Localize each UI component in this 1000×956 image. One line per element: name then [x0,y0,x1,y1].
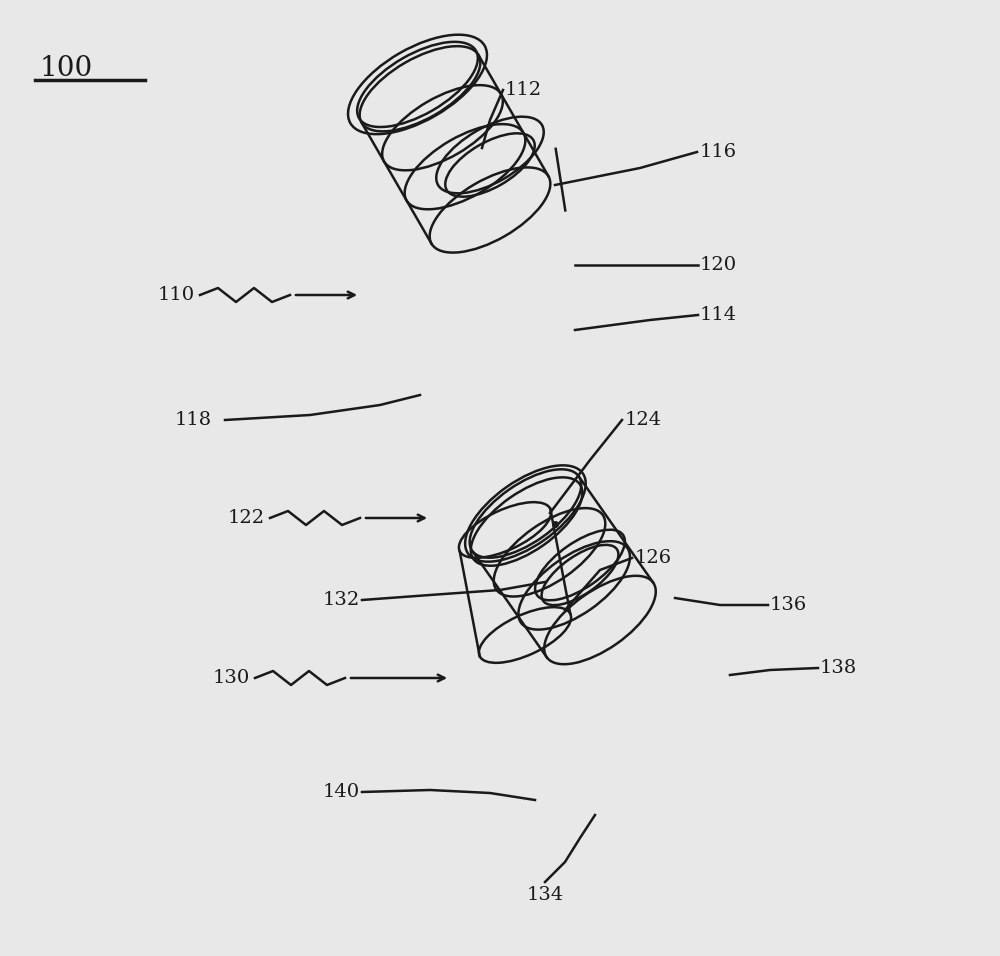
Text: 126: 126 [635,549,672,567]
Text: 122: 122 [228,509,265,527]
Text: 112: 112 [505,81,542,99]
Text: 120: 120 [700,256,737,274]
Text: 134: 134 [526,886,564,904]
Text: 138: 138 [820,659,857,677]
Text: 132: 132 [323,591,360,609]
Text: 116: 116 [700,143,737,161]
Text: 124: 124 [625,411,662,429]
Text: 114: 114 [700,306,737,324]
Text: 130: 130 [213,669,250,687]
Text: 118: 118 [175,411,212,429]
Text: 100: 100 [40,55,93,82]
Text: 110: 110 [158,286,195,304]
Text: 136: 136 [770,596,807,614]
Text: 140: 140 [323,783,360,801]
